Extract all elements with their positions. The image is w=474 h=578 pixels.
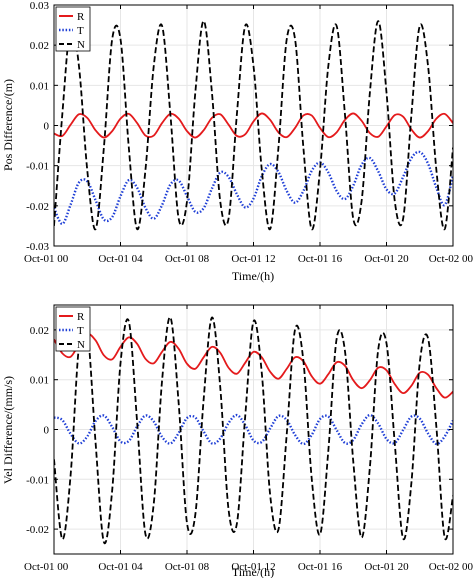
pos-series-t-line (54, 150, 453, 226)
vel-x-tick-label: Oct-01 04 (98, 561, 143, 573)
pos-x-axis-label: Time/(h) (232, 269, 274, 283)
vel-series-r-line (54, 332, 453, 399)
pos-y-tick-label: 0.01 (30, 80, 49, 92)
pos-x-tick-label: Oct-01 12 (231, 253, 275, 265)
pos-x-ticks: Oct-01 00 Oct-01 04 Oct-01 08 Oct-01 12 Oct-… (24, 5, 473, 265)
vel-legend-label-r: R (77, 311, 85, 323)
vel-x-ticks: Oct-01 00 Oct-01 04 Oct-01 08 Oct-01 12 Oct-… (24, 305, 473, 573)
vel-x-tick-label: Oct-01 16 (298, 561, 343, 573)
pos-grid (53, 4, 454, 247)
vel-series-layer (54, 316, 453, 545)
pos-y-axis-label: Pos Difference/(m) (1, 79, 15, 171)
pos-y-tick-label: 0.03 (30, 0, 50, 12)
pos-series-r-line (54, 112, 453, 139)
vel-y-tick-label: -0.01 (26, 474, 49, 486)
vel-legend-label-t: T (77, 325, 84, 337)
pos-y-tick-label: -0.01 (26, 161, 49, 173)
vel-legend-label-n: N (77, 339, 85, 351)
vel-x-axis-label: Time/(h) (232, 565, 274, 578)
pos-series-n-line (54, 20, 453, 231)
pos-legend-label-r: R (77, 11, 85, 23)
pos-x-tick-label: Oct-01 20 (364, 253, 409, 265)
vel-y-tick-label: -0.02 (26, 524, 49, 536)
pos-y-ticks: -0.03 -0.02 -0.01 0 0.01 0.02 0.03 (26, 0, 453, 253)
vel-x-tick-label: Oct-01 12 (231, 561, 275, 573)
vel-x-tick-label: Oct-01 20 (364, 561, 409, 573)
pos-legend-label-t: T (77, 25, 84, 37)
vel-y-tick-label: 0 (44, 425, 50, 437)
pos-x-tick-label: Oct-01 04 (98, 253, 143, 265)
pos-x-tick-label: Oct-01 00 (24, 253, 69, 265)
vel-legend: R T N (55, 306, 91, 352)
vel-x-tick-label: Oct-02 00 (429, 561, 474, 573)
pos-x-tick-label: Oct-01 16 (298, 253, 343, 265)
pos-legend-label-n: N (77, 39, 85, 51)
vel-y-axis-label: Vel Difference/(mm/s) (1, 376, 15, 484)
vel-y-tick-label: 0.02 (30, 325, 49, 337)
vel-x-tick-label: Oct-01 00 (24, 561, 69, 573)
pos-series-layer (54, 20, 453, 231)
vel-series-n-line (54, 316, 453, 545)
vel-y-tick-label: 0.01 (30, 375, 49, 387)
pos-y-tick-label: -0.03 (26, 241, 49, 253)
pos-legend: R T N (55, 6, 91, 52)
pos-x-tick-label: Oct-02 00 (429, 253, 474, 265)
pos-y-tick-label: 0 (44, 121, 50, 133)
vel-y-ticks: -0.02 -0.01 0 0.01 0.02 (26, 325, 453, 536)
pos-x-tick-label: Oct-01 08 (165, 253, 210, 265)
pos-y-tick-label: 0.02 (30, 40, 49, 52)
vel-x-tick-label: Oct-01 08 (165, 561, 210, 573)
vel-grid (53, 305, 454, 554)
pos-y-tick-label: -0.02 (26, 201, 49, 213)
